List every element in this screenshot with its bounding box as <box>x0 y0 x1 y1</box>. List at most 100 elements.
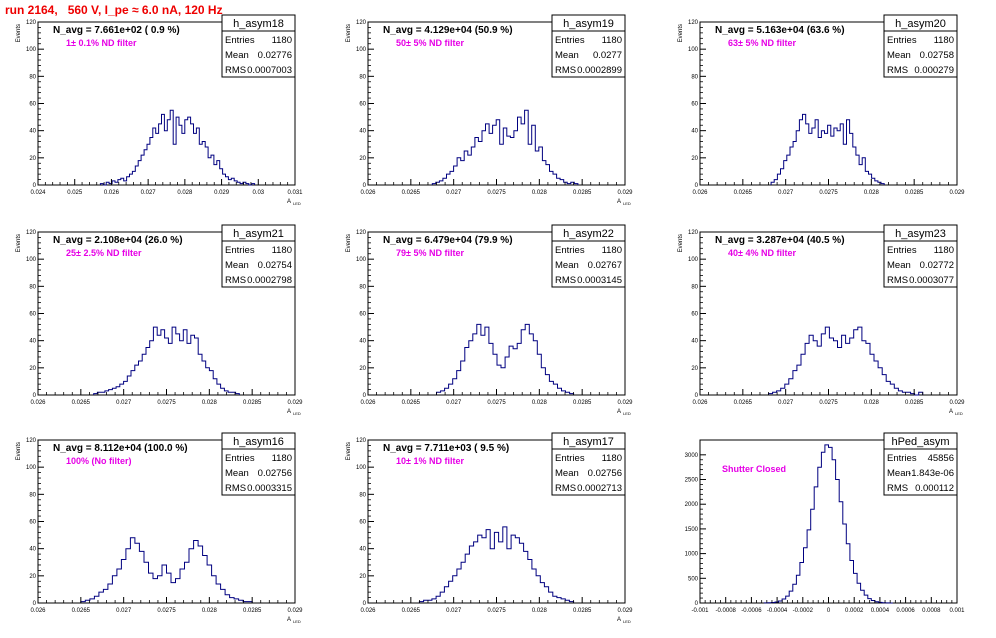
stats-value: 0.0007003 <box>247 65 292 76</box>
stats-key: Entries <box>887 35 917 46</box>
y-axis-label: Events <box>346 442 352 460</box>
x-tick-label: 0.024 <box>30 190 46 196</box>
y-tick-label: 40 <box>359 129 366 135</box>
stats-box: h_asym22 Entries 1180 Mean 0.02767 RMS 0.00031… <box>551 224 626 288</box>
histogram-panel-h_asym16: 0.026 0.0265 0.027 0.0275 0.028 0.0285 0.029 0 2… <box>16 432 303 624</box>
x-tick-label: 0 <box>827 608 831 614</box>
y-tick-label: 20 <box>691 156 698 162</box>
stats-value: 1180 <box>934 35 954 46</box>
y-tick-label: 0 <box>363 183 367 189</box>
y-tick-label: 2000 <box>685 502 699 508</box>
y-tick-label: 500 <box>688 576 699 582</box>
y-tick-label: 40 <box>29 547 36 553</box>
y-tick-label: 20 <box>359 366 366 372</box>
x-tick-label: -0.0006 <box>741 608 762 614</box>
y-axis-label: Events <box>16 442 22 460</box>
x-tick-label: 0.0008 <box>922 608 941 614</box>
x-tick-label: 0.028 <box>532 190 548 196</box>
stats-body-box <box>883 448 958 496</box>
filter-label: 63± 5% ND filter <box>728 38 796 48</box>
x-tick-label: 0.0275 <box>487 400 506 406</box>
stats-value: 0.02772 <box>920 260 954 271</box>
x-tick-label: 0.0275 <box>157 608 176 614</box>
y-tick-label: 0 <box>363 601 367 607</box>
x-tick-label: 0.0275 <box>487 190 506 196</box>
y-tick-label: 60 <box>359 102 366 108</box>
y-tick-label: 1500 <box>685 527 699 533</box>
y-tick-label: 120 <box>26 20 37 26</box>
histogram-steps <box>763 444 893 604</box>
x-axis-label: A <box>287 409 291 415</box>
stats-key: Entries <box>887 453 917 464</box>
y-tick-label: 0 <box>695 183 699 189</box>
x-tick-label: 0.026 <box>30 608 46 614</box>
x-tick-label: 0.0275 <box>819 190 838 196</box>
stats-box: h_asym16 Entries 1180 Mean 0.02756 RMS 0.00033… <box>221 432 296 496</box>
stats-key: Mean <box>887 468 911 479</box>
x-tick-label: 0.028 <box>202 400 218 406</box>
y-tick-label: 120 <box>688 20 699 26</box>
y-tick-label: 1000 <box>685 552 699 558</box>
stats-box: h_asym21 Entries 1180 Mean 0.02754 RMS 0.00027… <box>221 224 296 288</box>
stats-value: 0.02756 <box>258 468 292 479</box>
stats-value: 0.0002798 <box>247 275 292 286</box>
stats-value: 1180 <box>602 245 622 256</box>
x-tick-label: 0.0285 <box>243 608 262 614</box>
histogram-panel-h_asym23: 0.026 0.0265 0.027 0.0275 0.028 0.0285 0.029 0 2… <box>678 224 965 416</box>
x-tick-label: 0.0265 <box>72 400 91 406</box>
x-tick-label: 0.028 <box>864 400 880 406</box>
x-axis-label: A <box>287 199 291 205</box>
stats-key: Mean <box>225 260 249 271</box>
x-tick-label: 0.026 <box>104 190 120 196</box>
x-tick-label: 0.027 <box>446 608 462 614</box>
filter-label: 100% (No filter) <box>66 456 132 466</box>
stats-value: 0.000112 <box>915 483 954 494</box>
y-axis-label: Events <box>16 24 22 42</box>
stats-key: Mean <box>225 50 249 61</box>
x-tick-label: -0.0002 <box>793 608 814 614</box>
y-tick-label: 60 <box>691 312 698 318</box>
y-tick-label: 20 <box>29 574 36 580</box>
x-tick-label: 0.027 <box>778 400 794 406</box>
histogram-panel-h_asym21: 0.026 0.0265 0.027 0.0275 0.028 0.0285 0.029 0 2… <box>16 224 303 416</box>
stats-body-box <box>221 30 296 78</box>
x-tick-label: 0.029 <box>287 608 303 614</box>
navg-label: N_avg = 2.108e+04 (26.0 %) <box>53 235 183 246</box>
y-tick-label: 40 <box>29 129 36 135</box>
x-tick-label: 0.0285 <box>573 190 592 196</box>
stats-key: RMS <box>225 275 246 286</box>
x-tick-label: 0.028 <box>532 400 548 406</box>
x-tick-label: 0.0265 <box>72 608 91 614</box>
histogram-steps <box>436 323 575 395</box>
histogram-panel-hPed_asym: -0.001 -0.0008 -0.0006 -0.0004 -0.0002 0 0.000… <box>685 432 965 614</box>
stats-value: 0.0003315 <box>247 483 292 494</box>
y-tick-label: 60 <box>29 520 36 526</box>
x-tick-label: 0.0002 <box>845 608 864 614</box>
histogram-panel-h_asym18: 0.024 0.025 0.026 0.027 0.028 0.029 0.03 0.031 0… <box>16 14 303 206</box>
x-tick-label: 0.0285 <box>243 400 262 406</box>
x-tick-label: 0.026 <box>692 190 708 196</box>
stats-key: Mean <box>555 260 579 271</box>
y-tick-label: 100 <box>688 257 699 263</box>
x-tick-label: 0.027 <box>446 400 462 406</box>
y-tick-label: 80 <box>691 74 698 80</box>
stats-value: 0.0003077 <box>909 275 954 286</box>
x-tick-label: -0.001 <box>691 608 709 614</box>
histogram-name: h_asym20 <box>895 18 946 30</box>
x-axis-label: A <box>617 409 621 415</box>
y-tick-label: 120 <box>688 230 699 236</box>
y-axis-label: Events <box>16 234 22 252</box>
y-tick-label: 40 <box>691 339 698 345</box>
y-tick-label: 60 <box>691 102 698 108</box>
navg-label: N_avg = 5.163e+04 (63.6 %) <box>715 25 845 36</box>
histogram-steps <box>93 326 240 395</box>
stats-body-box <box>221 448 296 496</box>
x-axis-label-sub: LED <box>293 411 301 416</box>
x-tick-label: 0.0285 <box>905 400 924 406</box>
y-tick-label: 120 <box>356 230 367 236</box>
y-tick-label: 100 <box>356 465 367 471</box>
x-tick-label: 0.0004 <box>871 608 890 614</box>
y-tick-label: 100 <box>356 47 367 53</box>
stats-value: 0.02776 <box>258 50 292 61</box>
x-tick-label: 0.027 <box>446 190 462 196</box>
